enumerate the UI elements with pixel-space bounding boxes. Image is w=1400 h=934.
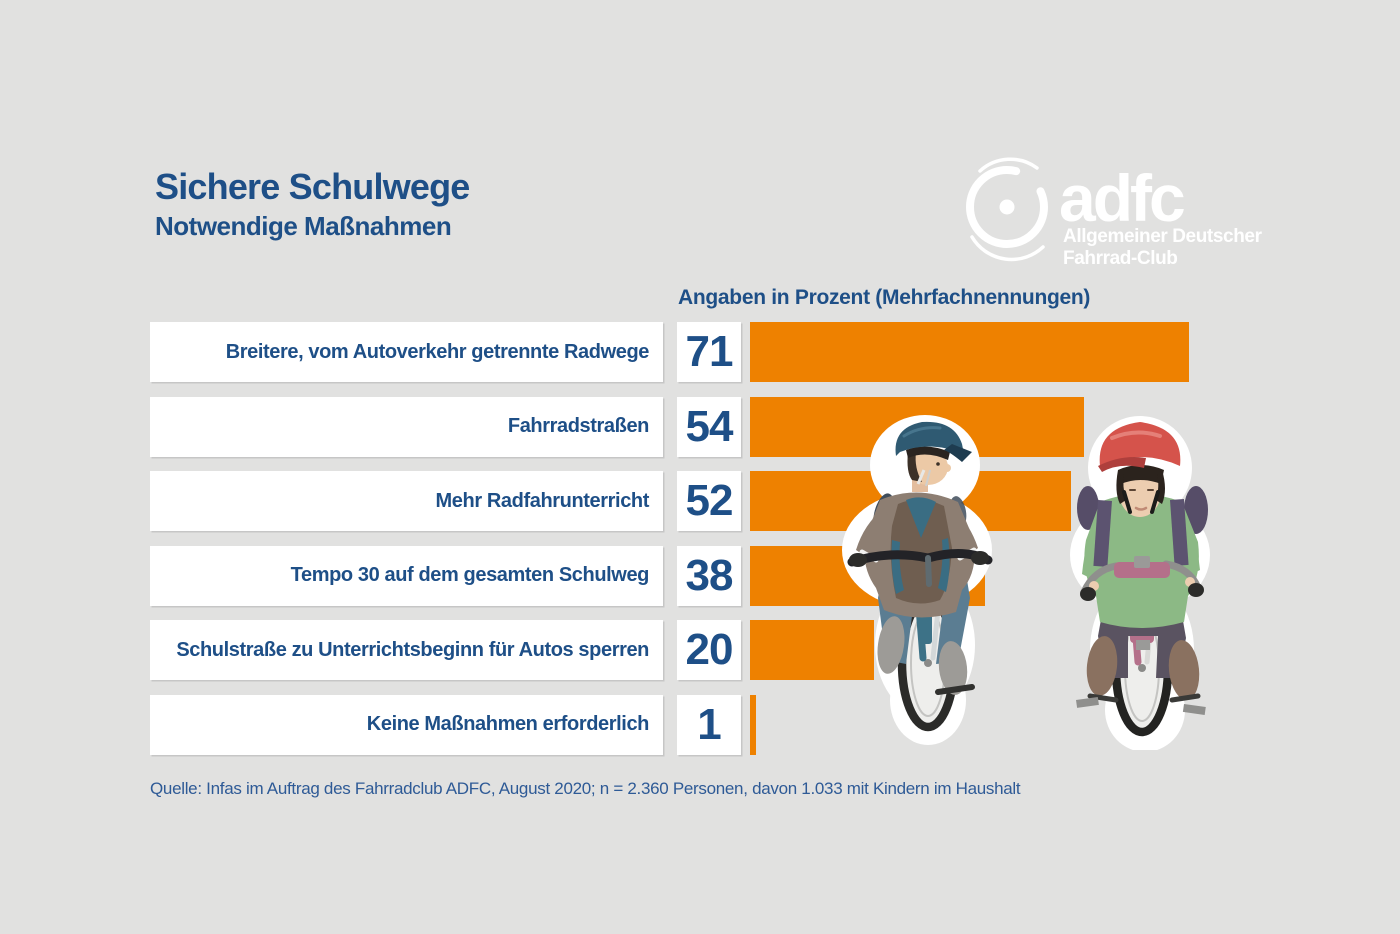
- bar-chart: Breitere, vom Autoverkehr getrennte Radw…: [150, 322, 1189, 755]
- category-label: Breitere, vom Autoverkehr getrennte Radw…: [150, 322, 663, 382]
- chart-row: Breitere, vom Autoverkehr getrennte Radw…: [150, 322, 1189, 382]
- category-label: Fahrradstraßen: [150, 396, 663, 457]
- children-cycling-illustration: [842, 415, 1210, 750]
- category-label: Mehr Radfahrunterricht: [150, 471, 663, 531]
- bar: [750, 694, 757, 755]
- page-subtitle: Notwendige Maßnahmen: [155, 210, 452, 241]
- child-right: [1070, 416, 1210, 750]
- source-note: Quelle: Infas im Auftrag des Fahrradclub…: [150, 779, 1021, 798]
- chart-row: Schulstraße zu Unterrichtsbeginn für Aut…: [150, 620, 1189, 680]
- category-label: Keine Maßnahmen erforderlich: [150, 694, 663, 755]
- wheel-icon: [966, 157, 1048, 262]
- logo-brand-text: adfc: [1059, 161, 1184, 235]
- title-block: Sichere Schulwege Notwendige Maßnahmen: [155, 168, 470, 242]
- chart-row: Keine Maßnahmen erforderlich 1: [150, 694, 1189, 755]
- bar: [750, 620, 874, 680]
- chart-row: Fahrradstraßen 54: [150, 396, 1189, 457]
- adfc-logo: adfc Allgemeiner Deutscher Fahrrad-Club: [966, 157, 1263, 269]
- category-label: Schulstraße zu Unterrichtsbeginn für Aut…: [150, 620, 663, 680]
- chart-header: Angaben in Prozent (Mehrfachnennungen): [678, 286, 1091, 309]
- child-left: [842, 415, 993, 745]
- logo-line1: Allgemeiner Deutscher: [1063, 226, 1263, 247]
- category-label: Tempo 30 auf dem gesamten Schulweg: [150, 545, 663, 606]
- page-title: Sichere Schulwege: [155, 166, 470, 207]
- value-label: 1: [677, 694, 741, 755]
- value-label: 52: [677, 471, 741, 531]
- bar: [750, 322, 1189, 382]
- value-label: 54: [677, 396, 741, 457]
- logo-line2: Fahrrad-Club: [1063, 248, 1177, 269]
- value-label: 38: [677, 545, 741, 606]
- value-label: 20: [677, 620, 741, 680]
- value-label: 71: [677, 322, 741, 382]
